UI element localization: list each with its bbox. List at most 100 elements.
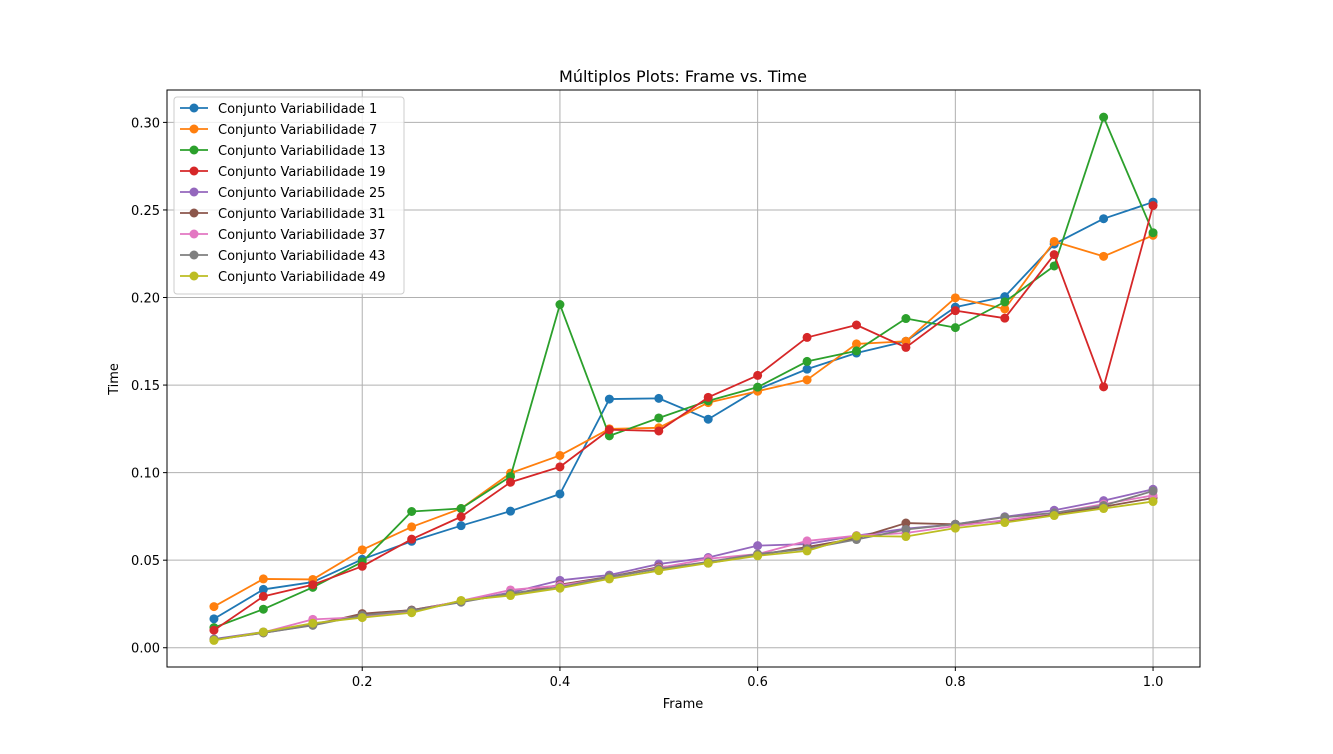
data-point bbox=[209, 625, 219, 635]
data-point bbox=[753, 382, 763, 392]
legend-label: Conjunto Variabilidade 7 bbox=[218, 123, 377, 138]
data-point bbox=[456, 504, 466, 514]
data-point bbox=[753, 551, 763, 561]
plot-frame bbox=[166, 89, 1201, 668]
legend-item: Conjunto Variabilidade 37 bbox=[180, 228, 386, 243]
data-point bbox=[1099, 112, 1109, 122]
data-point bbox=[456, 521, 466, 531]
y-tick-label: 0.25 bbox=[131, 204, 160, 219]
series-4 bbox=[209, 201, 1158, 635]
legend-item: Conjunto Variabilidade 49 bbox=[180, 270, 386, 285]
legend-label: Conjunto Variabilidade 19 bbox=[218, 165, 386, 180]
data-point bbox=[506, 506, 516, 516]
data-point bbox=[1000, 518, 1010, 528]
y-tick-label: 0.15 bbox=[131, 379, 160, 394]
legend-item: Conjunto Variabilidade 1 bbox=[180, 102, 377, 117]
series-group bbox=[209, 112, 1158, 645]
legend-label: Conjunto Variabilidade 13 bbox=[218, 144, 386, 159]
data-point bbox=[357, 561, 367, 571]
data-point bbox=[950, 523, 960, 533]
data-point bbox=[258, 604, 268, 614]
legend-marker bbox=[189, 271, 199, 281]
data-point bbox=[950, 323, 960, 333]
ticks: 0.2 0.4 0.6 0.8 1.0 0.00 0.05 0.10 0.15 0.20 0.25 0… bbox=[131, 116, 1163, 690]
data-point bbox=[901, 314, 911, 324]
data-point bbox=[1000, 304, 1010, 314]
legend-label: Conjunto Variabilidade 37 bbox=[218, 228, 386, 243]
data-point bbox=[901, 342, 911, 352]
y-axis-label: Time bbox=[107, 363, 122, 396]
data-point bbox=[258, 627, 268, 637]
legend-marker bbox=[189, 166, 199, 176]
x-tick-label: 0.4 bbox=[550, 675, 571, 690]
data-point bbox=[950, 306, 960, 316]
data-point bbox=[456, 595, 466, 605]
data-point bbox=[555, 300, 565, 310]
data-point bbox=[555, 462, 565, 472]
x-tick-label: 1.0 bbox=[1143, 675, 1164, 690]
legend-label: Conjunto Variabilidade 1 bbox=[218, 102, 377, 117]
legend-marker bbox=[189, 145, 199, 155]
data-point bbox=[1099, 214, 1109, 224]
data-point bbox=[703, 392, 713, 402]
data-point bbox=[357, 613, 367, 623]
data-point bbox=[258, 574, 268, 584]
data-point bbox=[1000, 313, 1010, 323]
series-9 bbox=[209, 497, 1158, 645]
data-point bbox=[1148, 486, 1158, 496]
legend-label: Conjunto Variabilidade 43 bbox=[218, 249, 386, 264]
data-point bbox=[407, 534, 417, 544]
data-point bbox=[1049, 261, 1059, 271]
data-point bbox=[901, 532, 911, 542]
data-point bbox=[1148, 201, 1158, 211]
legend-marker bbox=[189, 103, 199, 113]
legend-item: Conjunto Variabilidade 13 bbox=[180, 144, 386, 159]
data-point bbox=[851, 531, 861, 541]
data-point bbox=[851, 339, 861, 349]
data-point bbox=[703, 414, 713, 424]
series-3 bbox=[209, 112, 1158, 633]
legend-marker bbox=[189, 124, 199, 134]
data-point bbox=[1148, 497, 1158, 507]
data-point bbox=[901, 518, 911, 528]
data-point bbox=[753, 541, 763, 551]
chart-title: Múltiplos Plots: Frame vs. Time bbox=[559, 67, 807, 86]
data-point bbox=[1049, 250, 1059, 260]
legend-marker bbox=[189, 187, 199, 197]
data-point bbox=[851, 346, 861, 356]
data-point bbox=[753, 370, 763, 380]
data-point bbox=[901, 525, 911, 535]
data-point bbox=[308, 580, 318, 590]
y-tick-label: 0.30 bbox=[131, 116, 160, 131]
data-point bbox=[802, 356, 812, 366]
legend-label: Conjunto Variabilidade 25 bbox=[218, 186, 386, 201]
data-point bbox=[1099, 504, 1109, 514]
legend-marker bbox=[189, 229, 199, 239]
data-point bbox=[555, 583, 565, 593]
x-tick-label: 0.2 bbox=[352, 675, 373, 690]
data-point bbox=[407, 522, 417, 532]
x-tick-label: 0.6 bbox=[747, 675, 768, 690]
data-point bbox=[357, 545, 367, 555]
series-line bbox=[213, 205, 1154, 631]
data-point bbox=[654, 426, 664, 436]
data-point bbox=[654, 566, 664, 576]
y-tick-label: 0.10 bbox=[131, 467, 160, 482]
data-point bbox=[604, 425, 614, 435]
legend-marker bbox=[189, 250, 199, 260]
data-point bbox=[258, 591, 268, 601]
data-point bbox=[555, 489, 565, 499]
data-point bbox=[209, 614, 219, 624]
x-axis-label: Frame bbox=[663, 697, 704, 712]
series-line bbox=[213, 490, 1154, 641]
data-point bbox=[950, 293, 960, 303]
data-point bbox=[407, 608, 417, 618]
legend-item: Conjunto Variabilidade 25 bbox=[180, 186, 386, 201]
data-point bbox=[1099, 251, 1109, 261]
data-point bbox=[506, 591, 516, 601]
data-point bbox=[802, 536, 812, 546]
data-point bbox=[506, 477, 516, 487]
legend-box bbox=[173, 96, 405, 295]
